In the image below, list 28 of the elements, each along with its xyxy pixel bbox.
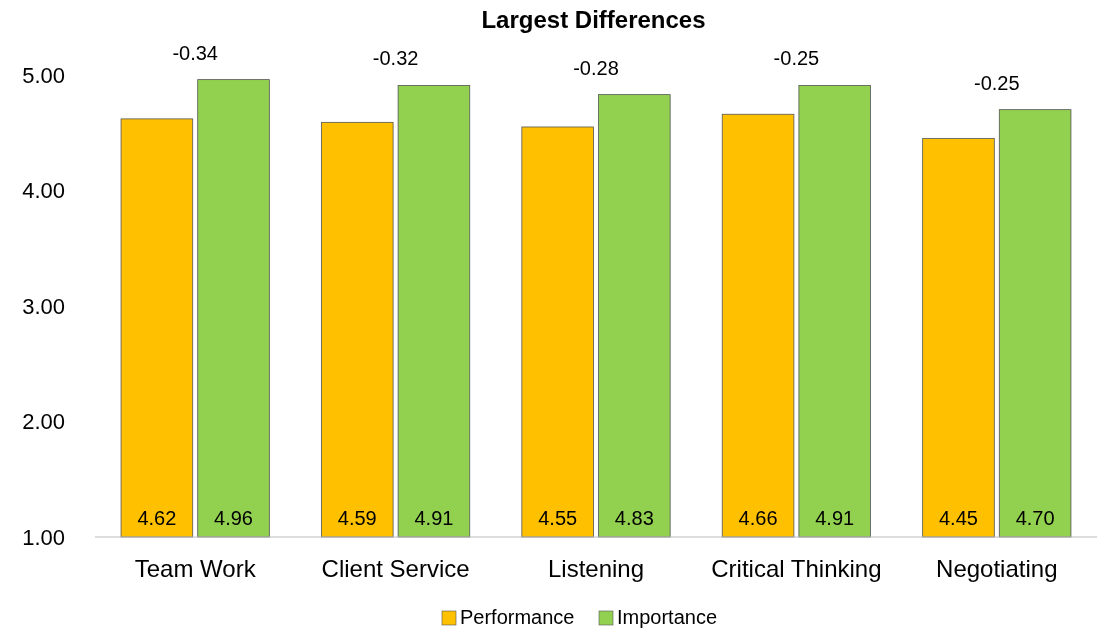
annotation: -0.25 <box>974 71 1020 94</box>
y-tick-label: 5.00 <box>22 62 65 88</box>
legend-label: Performance <box>460 606 575 628</box>
legend-label: Importance <box>617 606 718 628</box>
x-tick-label: Negotiating <box>936 555 1058 582</box>
data-label: 4.83 <box>614 507 654 529</box>
x-tick-label: Team Work <box>134 555 257 582</box>
annotation: -0.32 <box>372 47 419 70</box>
data-label: 4.70 <box>1015 507 1055 529</box>
y-tick-label: 3.00 <box>22 293 65 319</box>
y-tick-label: 2.00 <box>22 409 65 435</box>
annotation: -0.34 <box>172 41 218 64</box>
chart-title: Largest Differences <box>481 6 706 33</box>
data-label: 4.55 <box>538 507 578 529</box>
data-label: 4.62 <box>137 507 177 529</box>
annotation: -0.28 <box>573 56 619 79</box>
data-label: 4.96 <box>214 507 253 529</box>
x-tick-label: Listening <box>547 555 645 582</box>
data-label: 4.91 <box>815 507 855 529</box>
data-label: 4.45 <box>939 507 978 529</box>
data-label: 4.59 <box>337 507 377 529</box>
y-tick-label: 4.00 <box>22 178 65 204</box>
annotation: -0.25 <box>773 47 820 70</box>
data-label: 4.91 <box>414 507 454 529</box>
x-tick-label: Critical Thinking <box>711 555 882 582</box>
data-label: 4.66 <box>738 507 778 529</box>
y-tick-label: 1.00 <box>22 524 65 550</box>
x-tick-label: Client Service <box>321 555 470 582</box>
